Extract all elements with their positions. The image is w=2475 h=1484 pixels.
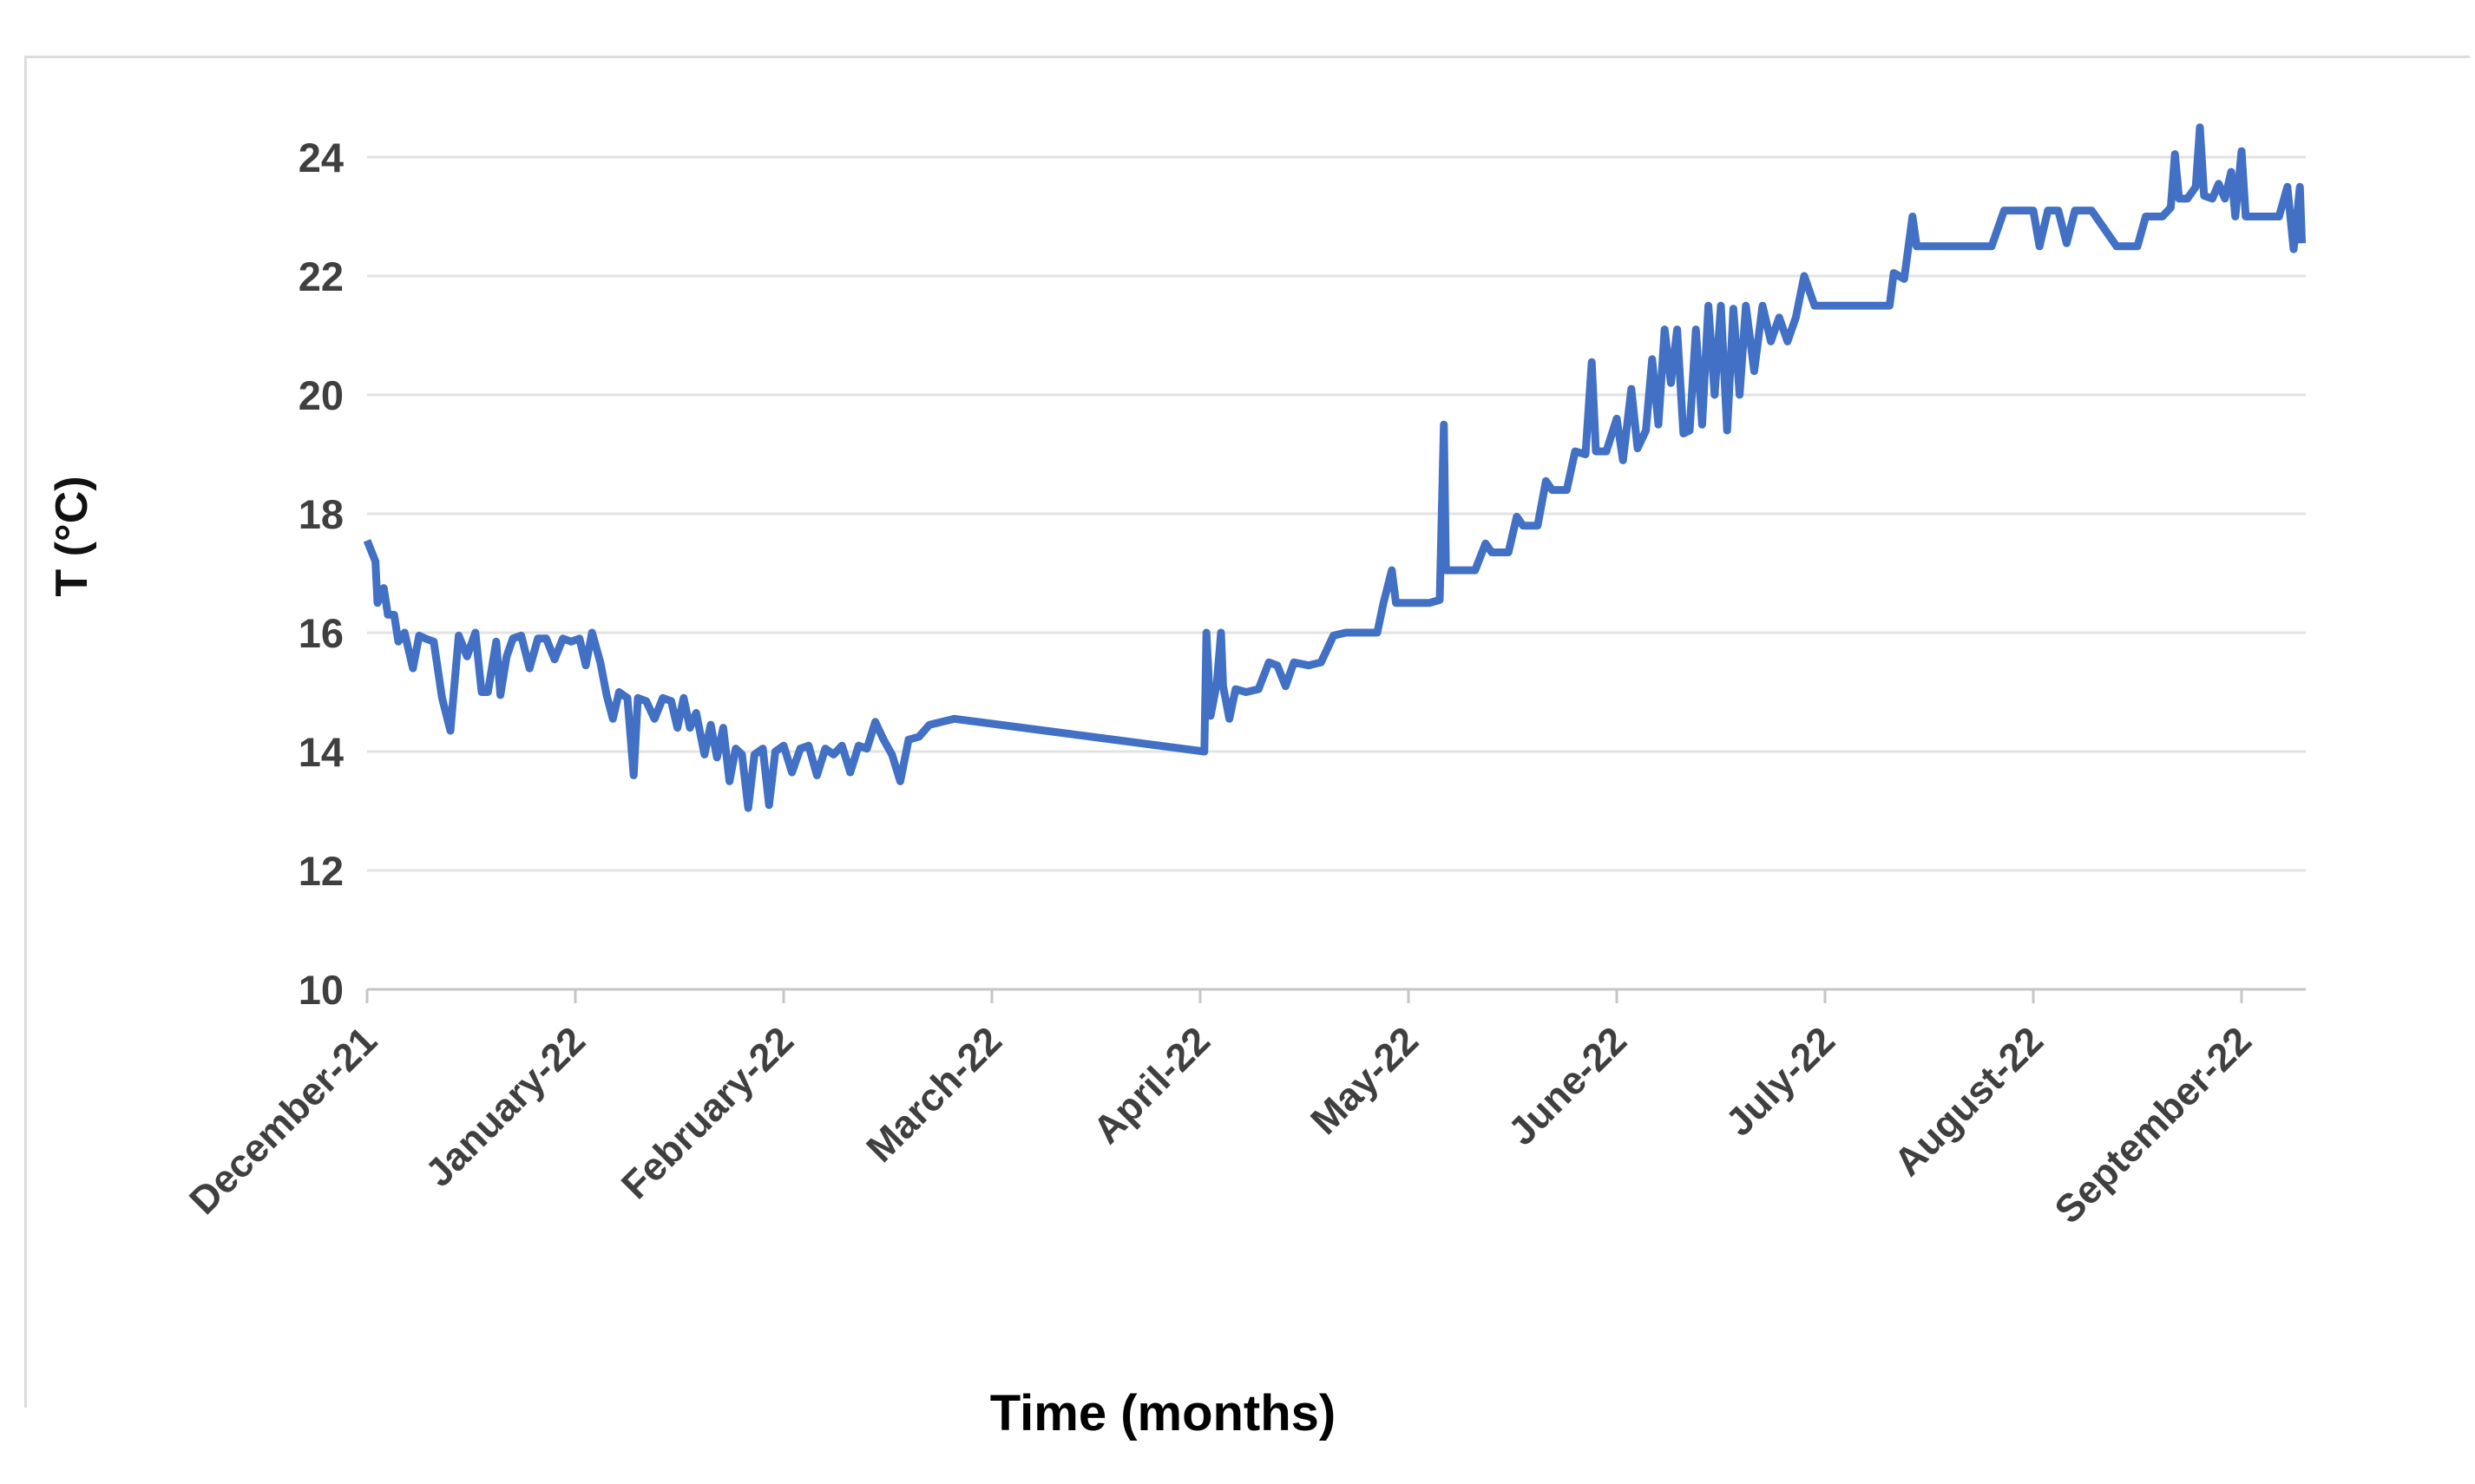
y-tick-label: 10 [299,967,344,1013]
y-tick-label: 12 [299,848,344,894]
axes [365,988,2306,1003]
x-tick-label: March-22 [857,1018,1010,1171]
x-tick-label: July-22 [1717,1018,1843,1145]
y-tick-label: 22 [299,253,344,299]
x-tick-label: January-22 [417,1018,594,1195]
temperature-line [363,123,2307,812]
y-axis-title: T (°C) [47,476,97,596]
y-axis-tick-labels: 10 12 14 16 18 20 22 24 [299,135,344,1013]
x-tick-label: February-22 [613,1018,802,1207]
x-axis-title: Time (months) [990,1385,1336,1441]
figure-border-top [24,56,2470,58]
x-tick-label: August-22 [1885,1018,2052,1185]
x-tick-label: December-21 [181,1018,385,1223]
y-tick-label: 14 [299,729,344,775]
y-tick-label: 18 [299,491,344,537]
figure-border-left [24,56,27,1408]
x-axis-tick-labels: December-21 January-22 February-22 March-22… [181,1018,2260,1232]
x-tick-label: September-22 [2046,1018,2261,1232]
x-tick-label: June-22 [1500,1018,1635,1153]
y-tick-label: 24 [299,135,344,181]
x-tick-label: April-22 [1085,1018,1219,1152]
data-series [363,123,2307,812]
y-tick-label: 20 [299,372,344,418]
gridlines [367,155,2306,872]
x-tick-label: May-22 [1302,1018,1427,1143]
y-tick-label: 16 [299,610,344,656]
